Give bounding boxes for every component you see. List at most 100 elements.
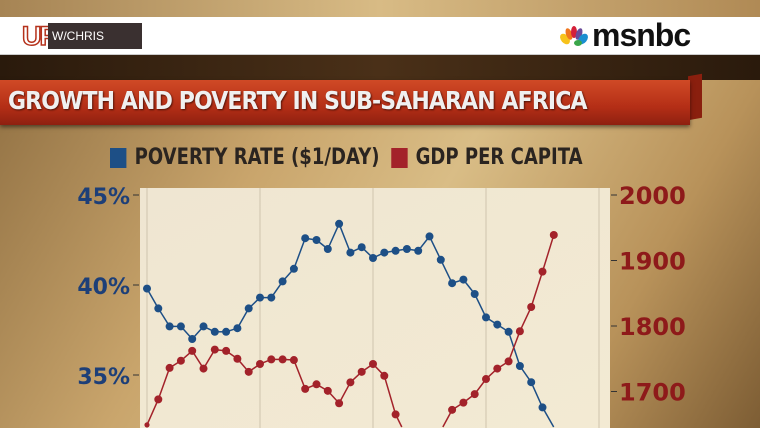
legend-swatch-gdp: [390, 147, 408, 168]
gdp-point: [335, 399, 344, 408]
gdp-point: [448, 405, 457, 414]
poverty-line-segment: [428, 236, 442, 261]
left-tick-label: 40%: [77, 275, 130, 300]
poverty-point: [312, 236, 321, 244]
gdp-line-segment: [541, 234, 555, 272]
poverty-line-segment: [530, 381, 544, 408]
title-ribbon: [0, 80, 690, 125]
poverty-point: [369, 254, 377, 262]
background-band: [0, 0, 760, 17]
poverty-point: [493, 320, 502, 329]
gdp-point: [165, 363, 174, 372]
gdp-point: [380, 371, 389, 380]
poverty-point: [380, 248, 389, 257]
poverty-point: [267, 293, 276, 302]
poverty-point: [346, 248, 355, 257]
poverty-point: [143, 284, 151, 293]
poverty-point: [459, 275, 468, 284]
legend-label-gdp: GDP PER CAPITA: [415, 145, 583, 170]
gdp-line-segment: [530, 271, 544, 308]
poverty-point: [470, 290, 479, 298]
gdp-point: [504, 357, 513, 366]
right-tick-label: 1800: [619, 313, 686, 341]
gdp-point: [391, 410, 400, 419]
poverty-point: [436, 255, 445, 264]
gdp-point: [538, 267, 547, 276]
poverty-point: [256, 293, 264, 302]
gdp-point: [267, 355, 276, 364]
poverty-point: [335, 219, 344, 228]
gdp-point: [188, 346, 197, 355]
poverty-point: [233, 324, 242, 333]
gdp-point: [289, 356, 298, 365]
gdp-point: [549, 230, 558, 239]
gdp-point: [482, 375, 490, 384]
gdp-point: [459, 398, 468, 407]
gdp-point: [369, 359, 377, 368]
poverty-line-segment: [440, 259, 453, 284]
right-tick-label: 2000: [619, 182, 686, 210]
gdp-point: [346, 378, 355, 387]
show-header-bar: UP W/CHRIS HAYES msnbc: [0, 17, 760, 69]
poverty-point: [357, 243, 366, 252]
poverty-point: [188, 335, 197, 343]
left-tick-label: 35%: [77, 365, 130, 390]
network-logo: msnbc: [592, 17, 691, 53]
poverty-point: [199, 322, 208, 331]
poverty-line-segment: [507, 331, 521, 367]
gdp-line-segment: [157, 367, 171, 400]
poverty-line-segment: [474, 293, 487, 318]
gdp-line-segment: [519, 306, 532, 332]
poverty-line-segment: [327, 223, 340, 250]
gdp-point: [233, 354, 242, 363]
poverty-point: [414, 246, 423, 255]
peacock-icon: [560, 26, 588, 46]
left-tick-label: 45%: [77, 185, 130, 210]
poverty-point: [210, 327, 219, 336]
gdp-point: [493, 364, 502, 373]
poverty-point: [154, 304, 163, 313]
gdp-line-segment: [293, 359, 306, 390]
poverty-point: [504, 327, 513, 336]
poverty-point: [527, 378, 536, 387]
gdp-line-segment: [383, 375, 397, 415]
poverty-point: [278, 277, 287, 286]
poverty-point: [391, 246, 400, 255]
poverty-point: [244, 304, 253, 313]
gdp-point: [144, 422, 150, 428]
legend-label-poverty: POVERTY RATE ($1/DAY): [134, 145, 380, 170]
gdp-point: [301, 384, 310, 393]
poverty-line-segment: [338, 223, 352, 253]
gdp-point: [176, 356, 185, 365]
gdp-point: [312, 380, 321, 389]
gdp-point: [527, 303, 536, 312]
poverty-line-segment: [293, 237, 306, 270]
poverty-point: [301, 234, 310, 243]
legend: POVERTY RATE ($1/DAY) GDP PER CAPITA: [110, 145, 583, 170]
gdp-point: [515, 327, 524, 336]
gdp-point: [210, 345, 219, 354]
poverty-point: [323, 245, 332, 253]
gdp-point: [278, 355, 287, 364]
gdp-line-segment: [146, 399, 159, 426]
gdp-point: [256, 359, 264, 368]
poverty-point: [402, 245, 411, 253]
gdp-point: [199, 364, 208, 373]
gdp-point: [323, 386, 332, 395]
poverty-point: [448, 279, 457, 288]
dark-band: [0, 55, 760, 80]
poverty-point: [165, 322, 174, 331]
poverty-point: [222, 327, 231, 336]
gdp-point: [470, 390, 479, 399]
poverty-point: [482, 313, 490, 322]
poverty-point: [538, 403, 547, 412]
legend-swatch-poverty: [110, 147, 127, 168]
gdp-point: [154, 395, 163, 404]
poverty-point: [176, 322, 185, 331]
chart-title: GROWTH AND POVERTY IN SUB-SAHARAN AFRICA: [8, 86, 587, 115]
right-tick-label: 1900: [619, 248, 686, 276]
gdp-line-segment: [507, 330, 521, 362]
gdp-point: [244, 367, 253, 376]
poverty-point: [289, 264, 298, 273]
